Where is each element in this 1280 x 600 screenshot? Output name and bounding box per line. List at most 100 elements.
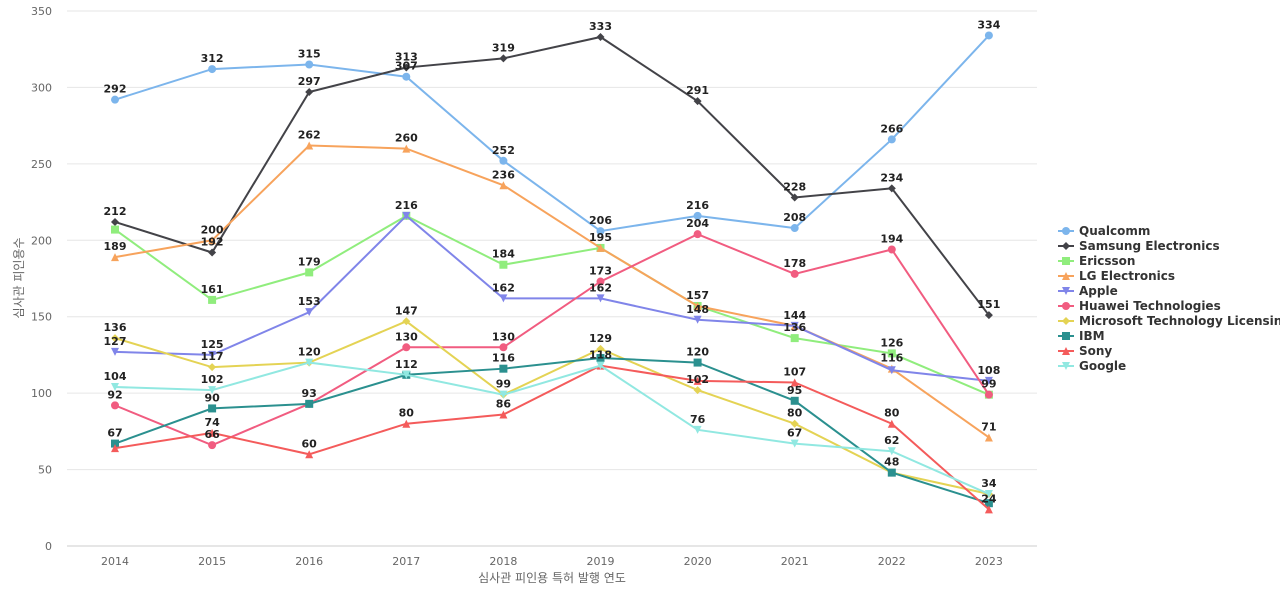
legend-item: Google xyxy=(1058,359,1126,373)
data-point xyxy=(402,370,411,379)
x-tick-label: 2022 xyxy=(878,555,906,568)
data-label: 80 xyxy=(787,407,803,420)
data-point xyxy=(305,268,314,277)
data-label: 117 xyxy=(201,350,224,363)
data-label: 102 xyxy=(686,373,709,386)
data-point xyxy=(402,144,411,153)
data-label: 108 xyxy=(977,364,1000,377)
y-tick-label: 150 xyxy=(31,311,52,324)
data-point xyxy=(208,386,217,395)
series-7 xyxy=(111,353,993,508)
legend-marker xyxy=(1062,287,1070,295)
series-line xyxy=(114,364,990,511)
legend-item: Ericsson xyxy=(1058,254,1135,268)
legend-item: Qualcomm xyxy=(1058,224,1150,238)
data-point xyxy=(984,433,993,442)
data-point xyxy=(790,321,799,330)
legend-item: Huawei Technologies xyxy=(1058,299,1221,313)
legend-label: Huawei Technologies xyxy=(1079,299,1221,313)
series-1 xyxy=(111,32,993,320)
data-label: 112 xyxy=(395,358,418,371)
data-point xyxy=(111,253,119,262)
data-label: 104 xyxy=(104,370,127,383)
data-point xyxy=(596,227,605,236)
data-label: 116 xyxy=(492,352,515,365)
data-label: 34 xyxy=(981,477,997,490)
series-5 xyxy=(111,230,993,450)
x-tick-label: 2015 xyxy=(198,555,226,568)
data-label: 162 xyxy=(492,281,515,294)
data-point xyxy=(596,353,605,362)
data-label: 292 xyxy=(104,83,127,96)
data-point xyxy=(499,181,508,190)
data-label: 204 xyxy=(686,217,709,230)
data-point xyxy=(111,347,119,356)
data-label: 216 xyxy=(395,199,418,212)
data-label: 125 xyxy=(201,338,224,351)
data-point xyxy=(208,441,217,450)
series-layer xyxy=(111,31,993,514)
data-label: 234 xyxy=(880,171,903,184)
data-label: 262 xyxy=(298,129,321,142)
legend-item: Sony xyxy=(1058,344,1112,358)
data-label: 184 xyxy=(492,248,515,261)
data-label: 66 xyxy=(204,428,220,441)
legend-marker xyxy=(1062,257,1070,265)
data-point xyxy=(111,334,119,343)
data-point xyxy=(305,141,314,150)
data-label: 200 xyxy=(201,223,224,236)
data-label: 80 xyxy=(399,407,415,420)
y-tick-label: 100 xyxy=(31,387,52,400)
series-8 xyxy=(111,361,993,514)
data-point xyxy=(208,428,217,437)
data-labels: 292 312 315 307 252 206 216 208 266 334 212 192 297 3… xyxy=(104,18,1001,505)
series-line xyxy=(114,144,990,439)
x-tick-label: 2023 xyxy=(975,555,1003,568)
legend-marker xyxy=(1062,272,1070,280)
series-line xyxy=(114,214,990,396)
series-line xyxy=(114,233,990,447)
data-point xyxy=(790,224,799,233)
data-point xyxy=(111,95,119,104)
data-label: 129 xyxy=(589,332,612,345)
data-point xyxy=(208,350,217,359)
data-point xyxy=(111,217,119,226)
data-label: 67 xyxy=(107,427,122,440)
y-tick-label: 50 xyxy=(38,464,52,477)
legend-label: Apple xyxy=(1079,284,1118,298)
data-point xyxy=(208,248,217,257)
data-point xyxy=(499,343,508,352)
data-point xyxy=(402,317,411,326)
data-point xyxy=(111,401,119,410)
data-label: 195 xyxy=(589,231,612,244)
data-label: 148 xyxy=(686,303,709,316)
data-label: 99 xyxy=(981,378,996,391)
data-point xyxy=(984,490,993,499)
data-point xyxy=(887,135,896,144)
legend-item: Microsoft Technology Licensing xyxy=(1058,314,1280,328)
series-line xyxy=(114,35,990,316)
legend-marker xyxy=(1062,347,1070,355)
data-label: 178 xyxy=(783,257,806,270)
data-point xyxy=(887,468,896,477)
legend-label: Google xyxy=(1079,359,1126,373)
data-label: 62 xyxy=(884,434,899,447)
data-label: 153 xyxy=(298,295,321,308)
data-point xyxy=(887,366,896,375)
series-line xyxy=(114,361,990,495)
data-point xyxy=(402,343,411,352)
y-tick-label: 300 xyxy=(31,81,52,94)
data-label: 236 xyxy=(492,168,515,181)
data-label: 319 xyxy=(492,41,515,54)
data-label: 99 xyxy=(496,378,511,391)
data-point xyxy=(596,243,605,252)
data-label: 130 xyxy=(395,330,418,343)
data-point xyxy=(208,363,217,372)
data-label: 192 xyxy=(201,236,224,249)
legend-label: LG Electronics xyxy=(1079,269,1175,283)
data-label: 157 xyxy=(686,289,709,302)
data-label: 260 xyxy=(395,132,418,145)
data-point xyxy=(499,390,508,399)
data-point xyxy=(596,361,605,370)
